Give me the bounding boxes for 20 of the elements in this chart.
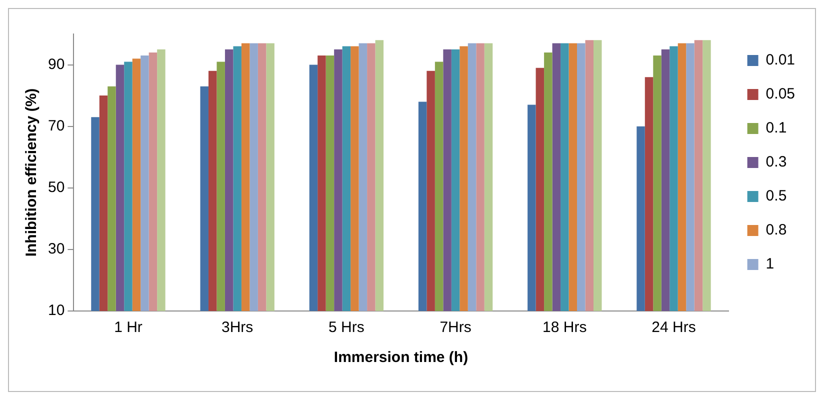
x-tick-label: 24 Hrs: [652, 319, 696, 336]
y-tick-label: 50: [48, 179, 65, 196]
legend-label: 0.3: [766, 154, 787, 171]
x-tick-label: 18 Hrs: [542, 319, 587, 336]
x-axis-title: Immersion time (h): [334, 349, 468, 366]
legend-label: 0.1: [766, 120, 787, 137]
legend-label: 1: [766, 256, 774, 273]
y-axis-title: Inhibition efficiency (%): [23, 88, 40, 257]
legend-label: 0.8: [766, 222, 787, 239]
legend-label: 0.5: [766, 188, 787, 205]
legend-label: 0.01: [766, 52, 796, 69]
x-tick-label: 7Hrs: [440, 319, 472, 336]
y-tick-label: 30: [48, 240, 65, 258]
legend-label: 0.05: [766, 86, 796, 103]
x-tick-label: 5 Hrs: [328, 319, 364, 336]
y-tick-label: 90: [48, 56, 65, 73]
y-tick-label: 10: [48, 302, 65, 320]
x-tick-label: 1 Hr: [114, 319, 142, 336]
y-tick-label: 70: [48, 117, 65, 134]
x-tick-label: 3Hrs: [222, 319, 254, 336]
